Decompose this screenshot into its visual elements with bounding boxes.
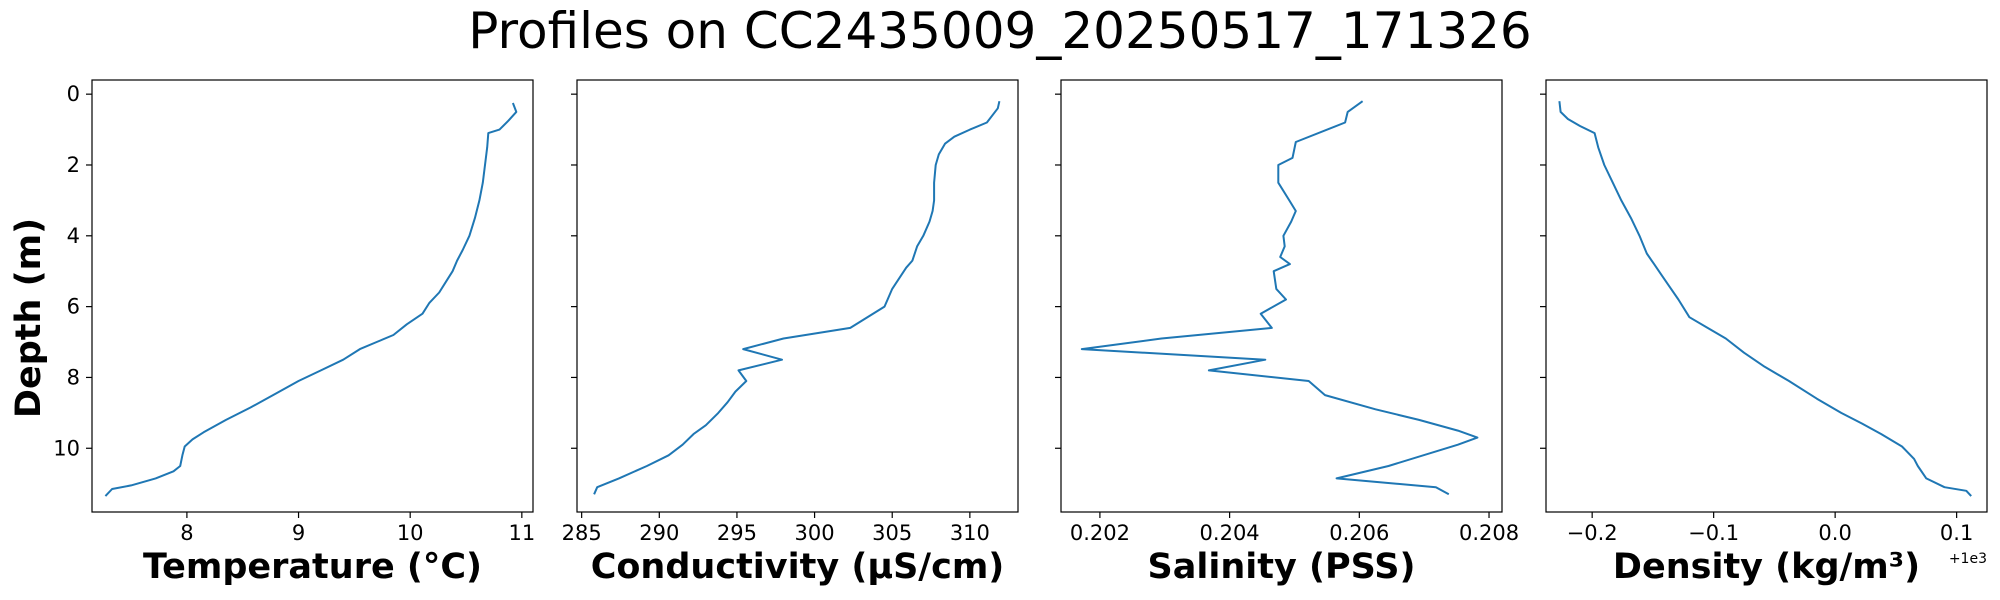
density-x-tick-label: 0.1: [1940, 521, 1973, 545]
conductivity-x-tick-label: 310: [950, 521, 990, 545]
conductivity-axes-frame: [576, 79, 1019, 513]
density-x-axis-label: Density (kg/m³): [1613, 547, 1920, 587]
y-axis-label: Depth (m): [9, 218, 49, 418]
conductivity-profile-line: [593, 100, 1001, 495]
density-x-tick-label: −0.1: [1688, 521, 1739, 545]
conductivity-x-tick-label: 295: [717, 521, 757, 545]
conductivity-x-axis-label: Conductivity (μS/cm): [591, 547, 1005, 587]
density-profile-line: [1558, 101, 1972, 497]
y-tick-label: 6: [67, 295, 80, 319]
salinity-x-tick-label: 0.204: [1200, 521, 1260, 545]
salinity-x-tick-label: 0.206: [1329, 521, 1389, 545]
temperature-x-axis-label: Temperature (°C): [143, 547, 482, 587]
temperature-x-tick-label: 9: [292, 521, 305, 545]
temperature-x-tick-label: 10: [397, 521, 424, 545]
salinity-x-tick-label: 0.202: [1070, 521, 1130, 545]
salinity-x-axis-label: Salinity (PSS): [1148, 547, 1416, 587]
figure-title: Profiles on CC2435009_20250517_171326: [468, 2, 1531, 60]
conductivity-x-tick-label: 285: [562, 521, 602, 545]
temperature-x-tick-label: 11: [508, 521, 535, 545]
temperature-x-tick-label: 8: [180, 521, 193, 545]
temperature-profile-line: [104, 102, 518, 497]
y-tick-label: 2: [67, 153, 80, 177]
salinity-axes-frame: [1060, 79, 1503, 513]
y-tick-label: 4: [67, 224, 80, 248]
y-tick-label: 8: [67, 365, 80, 389]
conductivity-x-tick-label: 300: [795, 521, 835, 545]
density-axes-frame: [1545, 79, 1988, 513]
salinity-panel: 0.202 0.204 0.206 0.208 Salinity (PSS): [1055, 79, 1519, 587]
y-tick-label: 10: [53, 436, 80, 460]
conductivity-x-tick-label: 305: [872, 521, 912, 545]
salinity-x-tick-label: 0.208: [1459, 521, 1519, 545]
y-tick-label: 0: [67, 82, 80, 106]
temperature-axes-frame: [91, 79, 534, 513]
density-x-tick-label: −0.2: [1567, 521, 1618, 545]
density-x-tick-label: 0.0: [1818, 521, 1851, 545]
salinity-profile-line: [1080, 100, 1479, 496]
density-panel: −0.2 −0.1 0.0 0.1 Density (kg/m³) +1e3: [1540, 79, 1988, 587]
conductivity-x-tick-label: 290: [639, 521, 679, 545]
density-x-offset-label: +1e3: [1949, 551, 1987, 567]
